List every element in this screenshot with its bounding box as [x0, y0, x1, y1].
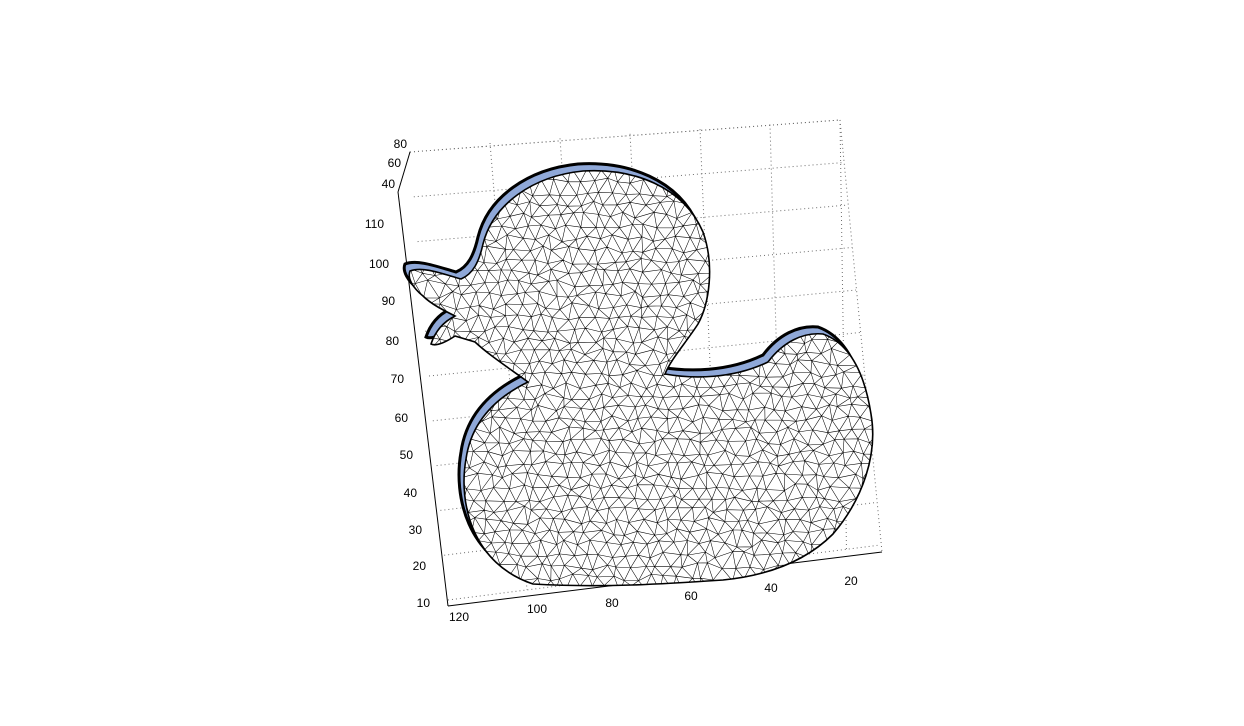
y-tick-label: 90	[382, 294, 396, 308]
x-tick-label: 20	[844, 574, 858, 588]
duck-mesh	[402, 162, 874, 587]
x-tick-label: 80	[605, 596, 619, 610]
z-tick-label: 40	[382, 177, 396, 191]
y-tick-label: 40	[404, 486, 418, 500]
z-tick-labels: 40 60 80	[382, 137, 408, 191]
y-tick-label: 50	[400, 448, 414, 462]
y-tick-labels: 10 20 30 40 50 60 70 80 90 100 110	[365, 217, 430, 610]
x-tick-label: 120	[449, 610, 469, 624]
x-tick-label: 40	[764, 581, 778, 595]
x-tick-label: 100	[527, 602, 547, 616]
y-tick-label: 20	[413, 559, 427, 573]
y-tick-label: 100	[369, 257, 389, 271]
x-tick-label: 60	[684, 589, 698, 603]
grid-line	[769, 124, 784, 560]
z-tick-label: 60	[388, 156, 402, 170]
y-axis-line	[397, 191, 449, 607]
x-tick-labels: 120 100 80 60 40 20	[449, 574, 858, 624]
y-tick-label: 30	[409, 523, 423, 537]
y-tick-label: 110	[365, 217, 384, 231]
y-tick-label: 80	[386, 334, 400, 348]
duck-outline	[408, 169, 874, 587]
y-tick-label: 60	[395, 411, 409, 425]
y-tick-label: 70	[391, 372, 405, 386]
grid-line	[839, 119, 883, 553]
grid-line	[447, 544, 881, 601]
y-tick-label: 10	[417, 596, 431, 610]
z-tick-label: 80	[394, 137, 408, 151]
z-axis-line	[397, 151, 411, 193]
